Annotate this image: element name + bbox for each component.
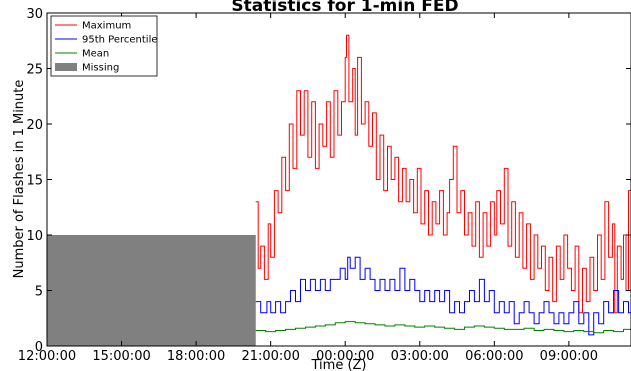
y-tick-label: 5 (35, 285, 43, 300)
x-tick-label: 18:00:00 (167, 349, 225, 364)
y-tick-label: 20 (26, 118, 43, 133)
x-tick-label: 21:00:00 (241, 349, 299, 364)
legend: Maximum 95th Percentile Mean Missing (50, 15, 158, 77)
chart-title: Statistics for 1-min FED (231, 0, 458, 16)
y-tick-label: 30 (26, 7, 43, 22)
x-tick-label: 00:00:00 (316, 349, 374, 364)
legend-label-maximum: Maximum (82, 21, 131, 32)
x-tick-label: 06:00:00 (465, 349, 523, 364)
x-axis-label: Time (Z) (311, 358, 367, 371)
axes: 0 5 10 15 20 25 30 12:00:00 15:00:00 18:00:00 21:0… (18, 7, 631, 364)
y-tick-label: 0 (35, 340, 43, 355)
series-line-95th-percentile (255, 256, 631, 336)
x-tick-label: 03:00:00 (391, 349, 449, 364)
legend-label-missing: Missing (82, 63, 119, 74)
series-line-mean (255, 321, 631, 334)
missing-region (47, 235, 256, 346)
y-axis-label: Number of Flashes in 1 Minute (12, 80, 27, 279)
plot-area (47, 34, 631, 346)
y-tick-label: 10 (26, 229, 43, 244)
x-tick-label: 15:00:00 (92, 349, 150, 364)
x-tick-label: 12:00:00 (18, 349, 76, 364)
y-tick-label: 15 (26, 174, 43, 189)
legend-swatch-missing (55, 63, 77, 71)
legend-label-mean: Mean (82, 49, 109, 60)
legend-label-95th-percentile: 95th Percentile (82, 35, 158, 46)
y-tick-label: 25 (26, 63, 43, 78)
series-line-maximum (255, 34, 631, 314)
x-tick-label: 09:00:00 (540, 349, 598, 364)
